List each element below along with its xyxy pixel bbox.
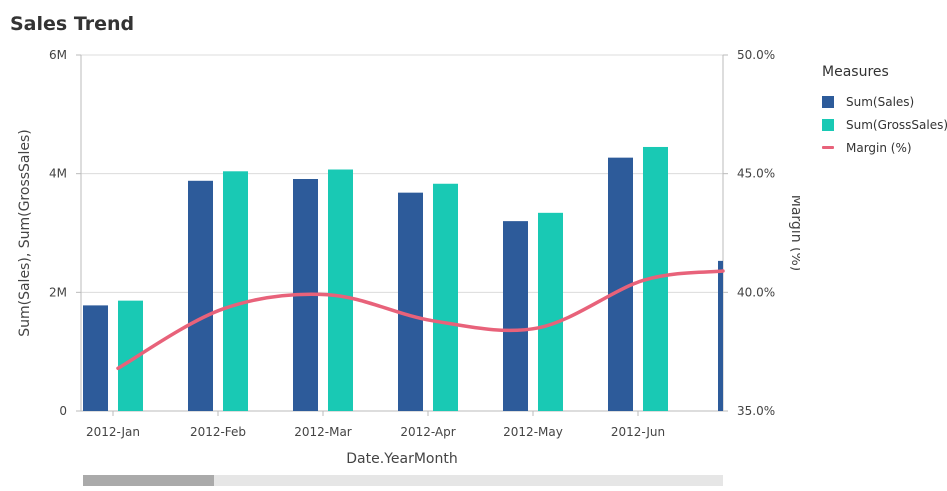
bar-sum-sales-partial: [718, 260, 723, 411]
x-tick-label: 2012-Apr: [400, 425, 455, 439]
horizontal-scrollbar-track[interactable]: [83, 475, 723, 486]
x-axis-title: Date.YearMonth: [346, 451, 457, 467]
legend-swatch-sum-sales: [822, 95, 834, 108]
y2-tick-label: 45.0%: [737, 167, 775, 181]
y2-axis-title: Margin (%): [788, 195, 800, 272]
horizontal-scrollbar-thumb[interactable]: [83, 475, 214, 486]
line-margin: [116, 269, 725, 371]
bar-sum-grosssales: [328, 169, 353, 411]
legend-label-sum-grosssales: Sum(GrossSales): [846, 117, 947, 132]
legend-title: Measures: [822, 64, 889, 80]
legend-item-sum-grosssales[interactable]: Sum(GrossSales): [822, 113, 947, 136]
legend: Measures Sum(Sales) Sum(GrossSales) Marg…: [822, 64, 947, 159]
y-tick-label: 2M: [49, 285, 67, 299]
bar-sum-sales: [503, 221, 528, 411]
y-tick-label: 6M: [49, 48, 67, 62]
bar-sum-grosssales: [433, 183, 458, 411]
bar-sum-sales: [83, 305, 108, 411]
x-tick-label: 2012-May: [503, 425, 563, 439]
legend-item-margin[interactable]: Margin (%): [822, 136, 947, 159]
bar-sum-grosssales: [223, 171, 248, 411]
y2-tick-label: 35.0%: [737, 404, 775, 418]
legend-item-sum-sales[interactable]: Sum(Sales): [822, 90, 947, 113]
y2-tick-label: 40.0%: [737, 285, 775, 299]
bar-sum-sales: [398, 192, 423, 411]
legend-swatch-margin: [822, 146, 834, 149]
y-tick-label: 0: [59, 404, 67, 418]
chart-title: Sales Trend: [10, 13, 135, 35]
y2-tick-label: 50.0%: [737, 48, 775, 62]
bar-sum-grosssales: [538, 212, 563, 411]
x-tick-label: 2012-Mar: [294, 425, 352, 439]
x-tick-label: 2012-Jun: [611, 425, 665, 439]
x-tick-label: 2012-Feb: [190, 425, 246, 439]
legend-label-sum-sales: Sum(Sales): [846, 94, 915, 109]
y-tick-label: 4M: [49, 167, 67, 181]
bar-sum-sales: [188, 180, 213, 411]
legend-label-margin: Margin (%): [846, 140, 912, 155]
y-axis-title: Sum(Sales), Sum(GrossSales): [17, 129, 33, 337]
x-tick-label: 2012-Jan: [86, 425, 140, 439]
chart-svg: 0 2M 4M 6M 35.0% 40.0% 45.0% 50.0% 2012-Jan 2012-…: [17, 48, 800, 467]
legend-swatch-sum-grosssales: [822, 118, 834, 131]
